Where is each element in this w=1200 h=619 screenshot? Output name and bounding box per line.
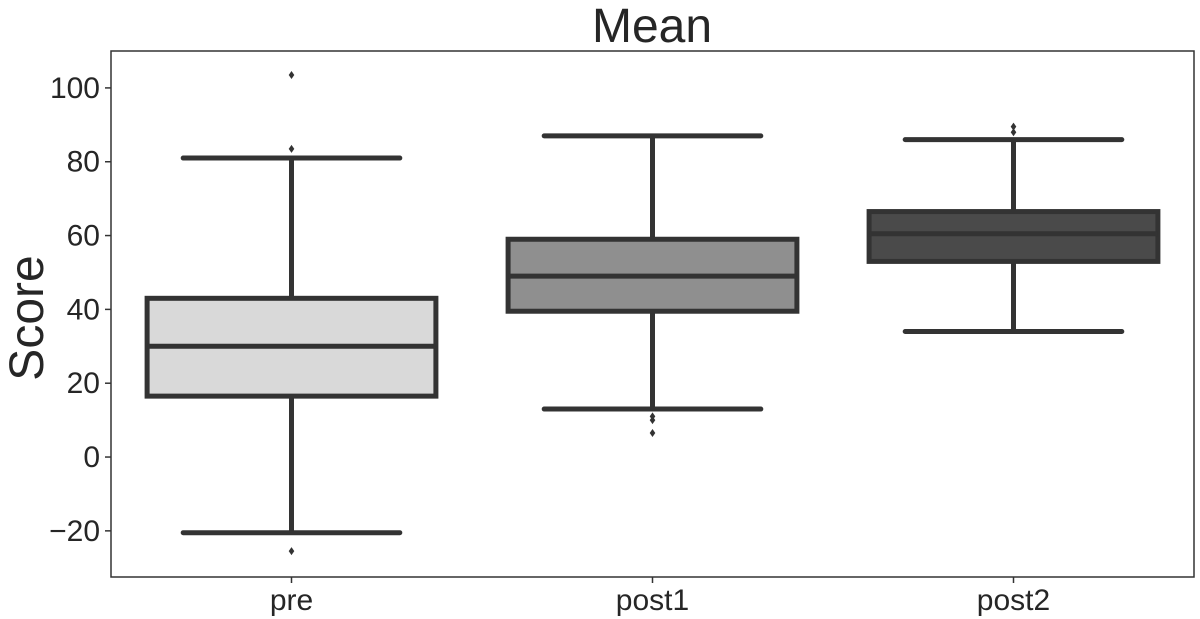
y-tick-label: 20: [67, 367, 100, 400]
y-axis-label: Score: [1, 255, 54, 380]
box-group-pre: [144, 70, 439, 556]
x-tick-label: pre: [270, 584, 313, 617]
x-tick-label: post1: [616, 584, 689, 617]
outlier-point: [288, 547, 295, 556]
x-tick-label: post2: [977, 584, 1050, 617]
outlier-point: [1010, 128, 1017, 137]
y-tick-label: 80: [67, 146, 100, 179]
y-tick-label: −20: [49, 515, 100, 548]
box-group-post2: [866, 122, 1161, 335]
outlier-point: [649, 412, 656, 421]
y-tick-label: 40: [67, 293, 100, 326]
chart-title: Mean: [592, 0, 712, 53]
y-tick-label: 0: [83, 441, 100, 474]
plot-area: −20 0 20 40 60 80 100 pre post1 post2: [49, 70, 1161, 617]
outlier-point: [288, 144, 295, 153]
y-tick-label: 100: [50, 72, 100, 105]
box-group-post1: [505, 133, 800, 438]
outlier-point: [1010, 122, 1017, 131]
y-tick-label: 60: [67, 220, 100, 253]
outlier-point: [649, 429, 656, 438]
outlier-point: [288, 70, 295, 79]
box-iqr: [866, 209, 1161, 264]
